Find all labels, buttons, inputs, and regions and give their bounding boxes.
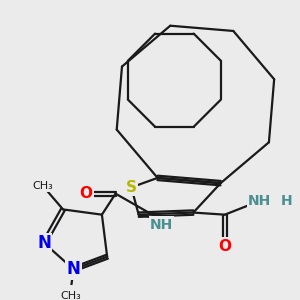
Text: NH: NH — [248, 194, 271, 208]
Text: CH₃: CH₃ — [32, 181, 53, 191]
Text: O: O — [80, 186, 93, 201]
Text: NH: NH — [150, 218, 173, 232]
Text: S: S — [126, 180, 137, 195]
Text: O: O — [218, 239, 231, 254]
Text: N: N — [67, 260, 80, 278]
Text: CH₃: CH₃ — [60, 291, 81, 300]
Text: N: N — [37, 234, 51, 252]
Text: H: H — [281, 194, 292, 208]
